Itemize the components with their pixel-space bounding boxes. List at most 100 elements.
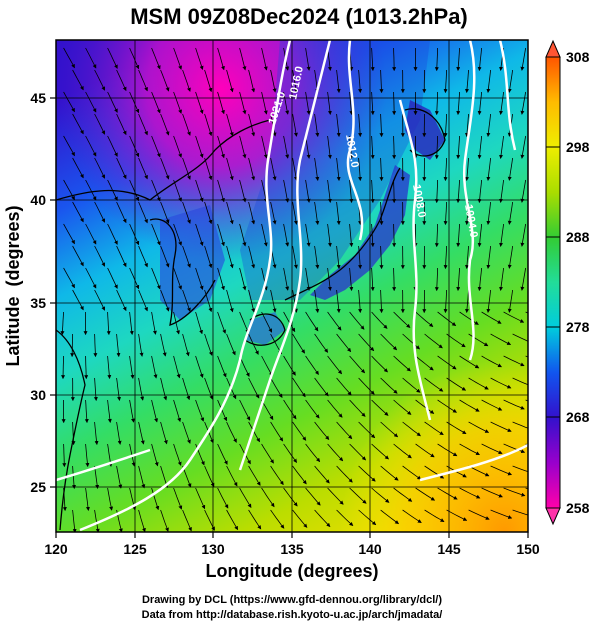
wind-streamline	[486, 69, 491, 93]
wind-streamline	[63, 91, 75, 113]
wind-streamline	[239, 47, 247, 71]
wind-streamline	[182, 509, 192, 532]
wind-streamline	[525, 487, 528, 490]
x-tick-labels: 120 125 130 135 140 145 150	[44, 541, 540, 557]
wind-streamline	[116, 289, 127, 312]
wind-streamline	[94, 245, 106, 267]
wind-streamline	[85, 135, 97, 157]
wind-streamline	[72, 289, 84, 311]
wind-streamline	[507, 245, 513, 269]
wind-streamline	[283, 223, 290, 247]
wind-streamline	[283, 487, 298, 507]
wind-streamline	[94, 509, 100, 532]
wind-streamline	[305, 487, 321, 506]
kyushu-land	[245, 312, 285, 345]
wind-streamline	[520, 91, 526, 115]
wind-streamline	[239, 91, 247, 115]
y-tick-label: 40	[30, 192, 46, 208]
wind-streamline	[437, 487, 458, 500]
wind-streamline	[486, 245, 491, 269]
y-tick-label: 35	[30, 295, 46, 311]
wind-streamline	[116, 465, 123, 489]
wind-streamline	[60, 311, 65, 336]
wind-streamline	[107, 91, 118, 113]
wind-streamline	[336, 421, 353, 440]
wind-streamline	[499, 91, 504, 115]
wind-streamline	[116, 245, 127, 268]
wind-streamline	[160, 421, 168, 445]
wind-streamline	[370, 223, 375, 248]
wind-streamline	[116, 377, 122, 401]
wind-streamline	[226, 509, 239, 531]
wind-streamline	[468, 421, 490, 433]
wind-streamline	[160, 201, 170, 224]
wind-streamline	[459, 311, 479, 325]
wind-streamline	[424, 509, 445, 522]
wind-streamline	[283, 267, 290, 291]
wind-streamline	[393, 487, 413, 502]
wind-streamline	[358, 245, 363, 270]
wind-streamline	[507, 69, 513, 93]
wind-streamline	[468, 377, 489, 390]
wind-streamline	[446, 421, 467, 435]
wind-streamline	[503, 399, 525, 410]
wind-streamline	[151, 487, 160, 511]
wind-streamline	[85, 223, 97, 245]
wind-streamline	[129, 223, 140, 246]
wind-streamline	[160, 157, 170, 180]
wind-streamline	[151, 443, 159, 467]
wind-streamline	[195, 311, 203, 335]
wind-streamline	[392, 223, 397, 248]
wind-streamline	[94, 289, 106, 311]
wind-streamline	[434, 267, 439, 292]
wind-streamline	[468, 333, 489, 347]
wind-streamline	[72, 201, 84, 223]
wind-streamline	[248, 509, 262, 530]
wind-streamline	[456, 135, 461, 160]
wind-streamline	[314, 289, 320, 313]
isobars	[56, 40, 528, 532]
wind-streamline	[465, 157, 469, 182]
wind-streamline	[456, 267, 461, 292]
wind-streamline	[327, 135, 332, 159]
y-axis-label: Latitude (degrees)	[3, 205, 23, 366]
wind-streamline	[226, 113, 234, 137]
wind-streamline	[477, 47, 482, 72]
wind-streamline	[437, 443, 458, 457]
wind-streamline	[336, 465, 353, 483]
wind-streamline	[358, 333, 375, 352]
wind-streamline	[261, 91, 268, 115]
wind-streamline	[204, 289, 213, 313]
wind-streamline	[512, 465, 528, 472]
wind-streamline	[477, 267, 482, 292]
wind-streamline	[173, 47, 182, 70]
wind-streamline	[138, 245, 148, 268]
wind-streamline	[204, 69, 213, 93]
wind-streamline	[107, 267, 118, 289]
wind-streamline	[336, 333, 352, 353]
wind-streamline	[138, 509, 146, 532]
wind-streamline	[490, 465, 513, 476]
wind-streamline	[456, 91, 461, 116]
wind-streamline	[182, 333, 190, 357]
wind-streamline	[138, 377, 145, 401]
x-tick-label: 135	[280, 541, 304, 557]
wind-streamline	[107, 487, 114, 511]
wind-streamline	[173, 355, 181, 379]
isobar-label-1008: 1008.0	[410, 183, 428, 218]
wind-streamline	[173, 91, 182, 114]
wind-streamline	[160, 245, 170, 268]
wind-streamline	[151, 179, 161, 202]
wind-streamline	[512, 377, 528, 386]
wind-streamline	[85, 487, 90, 511]
wind-streamline	[292, 157, 298, 181]
wind-streamline	[261, 355, 273, 377]
wind-streamline	[182, 201, 191, 224]
wind-streamline	[72, 69, 84, 91]
x-tick-label: 120	[44, 541, 68, 557]
wind-streamline	[314, 465, 330, 484]
wind-streamline	[434, 179, 439, 204]
wind-streamline	[195, 487, 206, 510]
wind-streamline	[327, 311, 342, 331]
wind-streamline	[490, 509, 513, 519]
